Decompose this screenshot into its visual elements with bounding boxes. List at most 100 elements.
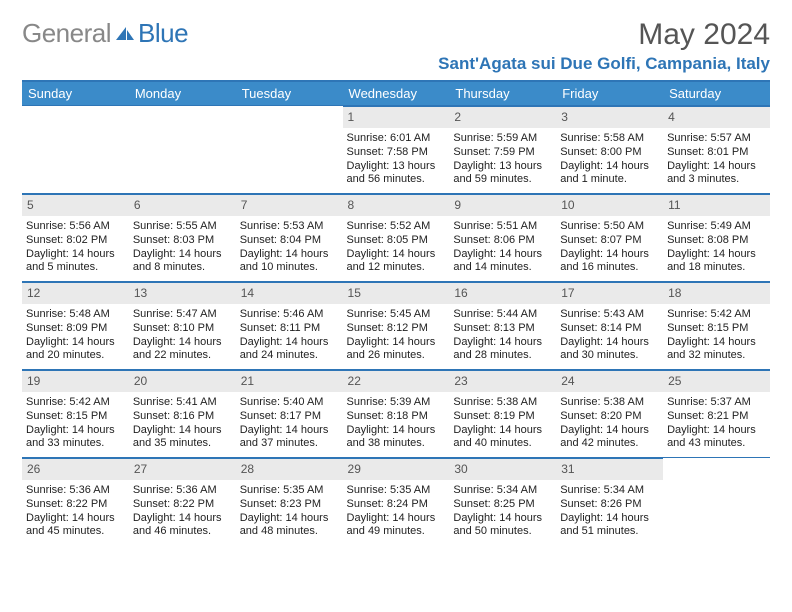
daylight-line: Daylight: 14 hours and 8 minutes. [133, 248, 232, 276]
sunrise-line: Sunrise: 5:53 AM [240, 220, 339, 234]
daylight-line: Daylight: 14 hours and 46 minutes. [133, 512, 232, 540]
day-number: 12 [22, 282, 129, 304]
title-block: May 2024 Sant'Agata sui Due Golfi, Campa… [438, 18, 770, 74]
day-content: Sunrise: 5:56 AMSunset: 8:02 PMDaylight:… [26, 220, 125, 275]
sunrise-line: Sunrise: 5:59 AM [453, 132, 552, 146]
calendar-week: 1Sunrise: 6:01 AMSunset: 7:58 PMDaylight… [22, 106, 770, 194]
weekday-header: Wednesday [343, 81, 450, 106]
day-number: 4 [663, 106, 770, 128]
daylight-line: Daylight: 14 hours and 48 minutes. [240, 512, 339, 540]
weekday-header: Thursday [449, 81, 556, 106]
day-number: 28 [236, 458, 343, 480]
day-number: 6 [129, 194, 236, 216]
day-number: 31 [556, 458, 663, 480]
sunrise-line: Sunrise: 5:48 AM [26, 308, 125, 322]
weekday-header: Sunday [22, 81, 129, 106]
logo-sail-icon [114, 25, 136, 43]
day-number: 22 [343, 370, 450, 392]
day-number: 23 [449, 370, 556, 392]
daylight-line: Daylight: 14 hours and 26 minutes. [347, 336, 446, 364]
daylight-line: Daylight: 14 hours and 38 minutes. [347, 424, 446, 452]
daylight-line: Daylight: 14 hours and 20 minutes. [26, 336, 125, 364]
sunrise-line: Sunrise: 5:46 AM [240, 308, 339, 322]
calendar-cell: 21Sunrise: 5:40 AMSunset: 8:17 PMDayligh… [236, 370, 343, 458]
daylight-line: Daylight: 14 hours and 5 minutes. [26, 248, 125, 276]
sunset-line: Sunset: 8:23 PM [240, 498, 339, 512]
sunrise-line: Sunrise: 5:39 AM [347, 396, 446, 410]
daylight-line: Daylight: 14 hours and 3 minutes. [667, 160, 766, 188]
sunset-line: Sunset: 8:19 PM [453, 410, 552, 424]
sunset-line: Sunset: 8:06 PM [453, 234, 552, 248]
day-number: 30 [449, 458, 556, 480]
sunrise-line: Sunrise: 5:55 AM [133, 220, 232, 234]
calendar-cell: 24Sunrise: 5:38 AMSunset: 8:20 PMDayligh… [556, 370, 663, 458]
day-number: 16 [449, 282, 556, 304]
calendar-cell: 12 Sunrise: 5:48 AMSunset: 8:09 PMDayligh… [22, 282, 129, 370]
calendar-cell: 3 Sunrise: 5:58 AMSunset: 8:00 PMDaylight… [556, 106, 663, 194]
day-number: 20 [129, 370, 236, 392]
calendar-cell: 18Sunrise: 5:42 AMSunset: 8:15 PMDayligh… [663, 282, 770, 370]
day-number: 3 [556, 106, 663, 128]
header: General Blue May 2024 Sant'Agata sui Due… [22, 18, 770, 74]
calendar-cell: 13Sunrise: 5:47 AMSunset: 8:10 PMDayligh… [129, 282, 236, 370]
sunset-line: Sunset: 8:24 PM [347, 498, 446, 512]
calendar-cell: 11Sunrise: 5:49 AMSunset: 8:08 PMDayligh… [663, 194, 770, 282]
daylight-line: Daylight: 14 hours and 24 minutes. [240, 336, 339, 364]
sunrise-line: Sunrise: 6:01 AM [347, 132, 446, 146]
sunset-line: Sunset: 8:00 PM [560, 146, 659, 160]
sunrise-line: Sunrise: 5:35 AM [347, 484, 446, 498]
sunset-line: Sunset: 8:12 PM [347, 322, 446, 336]
day-content: Sunrise: 5:44 AMSunset: 8:13 PMDaylight:… [453, 308, 552, 363]
daylight-line: Daylight: 14 hours and 1 minute. [560, 160, 659, 188]
calendar-cell: 2Sunrise: 5:59 AMSunset: 7:59 PMDaylight… [449, 106, 556, 194]
day-number: 17 [556, 282, 663, 304]
month-title: May 2024 [438, 18, 770, 52]
calendar-cell: 27Sunrise: 5:36 AMSunset: 8:22 PMDayligh… [129, 458, 236, 546]
sunrise-line: Sunrise: 5:37 AM [667, 396, 766, 410]
day-number: 25 [663, 370, 770, 392]
day-content: Sunrise: 5:35 AMSunset: 8:23 PMDaylight:… [240, 484, 339, 539]
sunrise-line: Sunrise: 5:52 AM [347, 220, 446, 234]
daylight-line: Daylight: 14 hours and 37 minutes. [240, 424, 339, 452]
day-number: 2 [449, 106, 556, 128]
sunset-line: Sunset: 8:15 PM [667, 322, 766, 336]
calendar-cell: 26Sunrise: 5:36 AMSunset: 8:22 PMDayligh… [22, 458, 129, 546]
calendar-cell: 16 Sunrise: 5:44 AMSunset: 8:13 PMDayligh… [449, 282, 556, 370]
day-content: Sunrise: 5:40 AMSunset: 8:17 PMDaylight:… [240, 396, 339, 451]
day-content: Sunrise: 5:35 AMSunset: 8:24 PMDaylight:… [347, 484, 446, 539]
day-content: Sunrise: 5:42 AMSunset: 8:15 PMDaylight:… [667, 308, 766, 363]
sunrise-line: Sunrise: 5:57 AM [667, 132, 766, 146]
sunset-line: Sunset: 8:21 PM [667, 410, 766, 424]
location: Sant'Agata sui Due Golfi, Campania, Ital… [438, 54, 770, 74]
day-content: Sunrise: 5:37 AMSunset: 8:21 PMDaylight:… [667, 396, 766, 451]
calendar-week: 26Sunrise: 5:36 AMSunset: 8:22 PMDayligh… [22, 458, 770, 546]
day-content: Sunrise: 5:46 AMSunset: 8:11 PMDaylight:… [240, 308, 339, 363]
calendar-cell [663, 458, 770, 546]
calendar-week: 12Sunrise: 5:48 AMSunset: 8:09 PMDayligh… [22, 282, 770, 370]
weekday-header-row: SundayMondayTuesdayWednesdayThursdayFrid… [22, 81, 770, 106]
day-content: Sunrise: 5:58 AMSunset: 8:00 PMDaylight:… [560, 132, 659, 187]
day-number: 7 [236, 194, 343, 216]
day-content: Sunrise: 5:38 AMSunset: 8:20 PMDaylight:… [560, 396, 659, 451]
sunrise-line: Sunrise: 5:38 AM [453, 396, 552, 410]
sunset-line: Sunset: 8:09 PM [26, 322, 125, 336]
day-number: 15 [343, 282, 450, 304]
weekday-header: Monday [129, 81, 236, 106]
day-content: Sunrise: 5:53 AMSunset: 8:04 PMDaylight:… [240, 220, 339, 275]
calendar-table: SundayMondayTuesdayWednesdayThursdayFrid… [22, 80, 770, 546]
day-content: Sunrise: 5:52 AMSunset: 8:05 PMDaylight:… [347, 220, 446, 275]
sunset-line: Sunset: 8:13 PM [453, 322, 552, 336]
day-content: Sunrise: 5:34 AMSunset: 8:26 PMDaylight:… [560, 484, 659, 539]
calendar-cell: 5Sunrise: 5:56 AMSunset: 8:02 PMDaylight… [22, 194, 129, 282]
day-content: Sunrise: 5:42 AMSunset: 8:15 PMDaylight:… [26, 396, 125, 451]
day-number: 8 [343, 194, 450, 216]
sunrise-line: Sunrise: 5:34 AM [453, 484, 552, 498]
daylight-line: Daylight: 14 hours and 42 minutes. [560, 424, 659, 452]
logo-text-blue: Blue [138, 18, 188, 49]
sunrise-line: Sunrise: 5:41 AM [133, 396, 232, 410]
daylight-line: Daylight: 14 hours and 49 minutes. [347, 512, 446, 540]
day-content: Sunrise: 5:38 AMSunset: 8:19 PMDaylight:… [453, 396, 552, 451]
sunset-line: Sunset: 8:18 PM [347, 410, 446, 424]
sunset-line: Sunset: 7:58 PM [347, 146, 446, 160]
calendar-cell: 23 Sunrise: 5:38 AMSunset: 8:19 PMDayligh… [449, 370, 556, 458]
